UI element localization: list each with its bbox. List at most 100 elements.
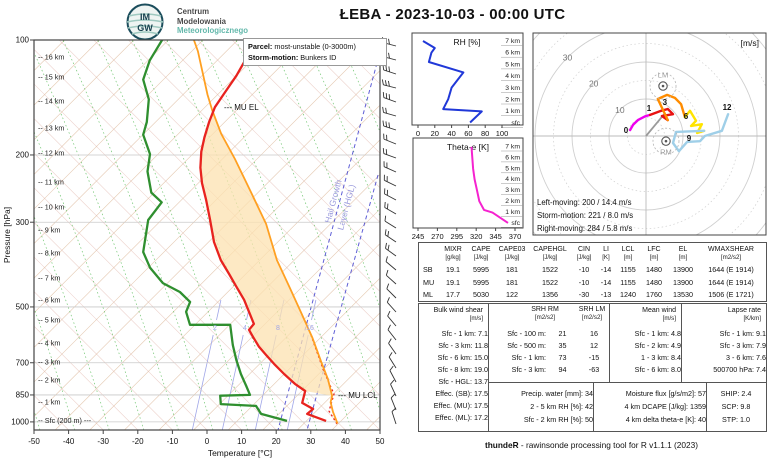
legend-storm-value: Bunkers ID — [298, 53, 337, 62]
rh-height-label: 3 km — [505, 85, 520, 92]
height-level-label: -- 9 km — [38, 226, 60, 235]
divider — [488, 382, 766, 383]
pressure-tick-label: 200 — [16, 151, 30, 160]
wind-barb-staff — [384, 220, 397, 229]
storm-motion-info: Left-moving: 200 / 14.4 m/s Storm-motion… — [537, 196, 633, 235]
temperature-tick-label: -40 — [63, 437, 75, 446]
cell-capehgl: 1522 — [542, 277, 558, 287]
column-header-unit: [m] — [623, 254, 633, 261]
bulk-wind-shear-row: Effec. (ML): 17.2 — [435, 413, 488, 422]
mean-wind-row: Sfc - 1 km: 4.8 — [634, 329, 681, 338]
wind-barb-staff — [383, 125, 397, 131]
composite-index-row: SHIP: 2.4 — [720, 389, 752, 398]
moist-adiabat-line — [97, 40, 248, 430]
cell-cape03: 122 — [506, 290, 518, 299]
temperature-tick-label: -50 — [28, 437, 40, 446]
cell-mixr: 19.1 — [446, 277, 460, 287]
cell-wmaxshear: 1644 (E 1914) — [708, 277, 754, 287]
height-level-label: -- 3 km — [38, 358, 60, 367]
column-header-unit: [J/kg] — [542, 254, 558, 261]
divider — [593, 382, 594, 431]
isotherm-line — [34, 40, 135, 141]
height-level-label: -- 15 km — [38, 73, 64, 82]
theta-e-height-label: 1 km — [505, 209, 520, 216]
rh-x-tick-label: 80 — [481, 129, 489, 138]
rh-height-label: 4 km — [505, 73, 520, 80]
hodo-panel-border — [532, 32, 767, 236]
wind-barb-tick — [388, 352, 393, 358]
srh-label: Sfc - 500 m: — [507, 341, 546, 350]
lapse-rate-unit: [K/km] — [743, 315, 761, 322]
pressure-tick-label: 700 — [16, 358, 30, 367]
dry-adiabat-line — [128, 40, 380, 293]
footer-text: - rawinsonde processing tool for R v1.1.… — [518, 440, 699, 450]
srh-rm-value: 21 — [558, 329, 567, 338]
hodograph-trace-9-12km — [671, 113, 730, 153]
storm-motion-text: Storm-motion: 221 / 8.0 m/s — [537, 211, 634, 220]
wind-barb-tick — [385, 256, 388, 262]
hodograph-trace-0-1km — [628, 113, 652, 132]
wind-barb-staff — [383, 97, 397, 103]
height-level-label: -- 2 km — [38, 376, 60, 385]
moist-adiabat-line — [166, 40, 318, 430]
left-mover-range-ring — [649, 72, 677, 100]
bulk-wind-shear-row: Sfc - 6 km: 15.0 — [437, 353, 488, 362]
mixing-ratio-line — [216, 299, 222, 321]
wind-barb-staff — [386, 274, 397, 285]
height-level-label: -- 4 km — [38, 339, 60, 348]
left-mover-text: Left-moving: 200 / 14.4 m/s — [537, 198, 632, 207]
theta-e-height-label: 5 km — [505, 165, 520, 172]
column-header-unit: [J/kg] — [504, 254, 520, 261]
column-header: MIXR [g/kg] — [439, 246, 467, 261]
column-header-unit: [J/kg] — [473, 254, 489, 261]
hodo-ring-label: 30 — [563, 53, 573, 63]
composite-index-row: SCP: 9.8 — [721, 402, 751, 411]
column-header-name: MIXR — [444, 246, 462, 253]
isotherm-line — [34, 40, 169, 175]
srh-lm-value: -63 — [588, 365, 600, 374]
moisture-flux-row: 4 km delta theta-e [K]: 40 — [625, 415, 706, 424]
storm-motion-vector — [645, 113, 665, 137]
wind-barb-tick — [385, 242, 387, 249]
rh-x-tick-label: 60 — [464, 129, 472, 138]
srh-row: Sfc - 100 m: 21 16 — [488, 328, 609, 340]
hodograph-panel: 10 20 30 0 1 3 6 9 12 LM RM [m/s] — [532, 32, 767, 236]
theta-e-height-label: 3 km — [505, 187, 520, 194]
wind-barb-tick — [388, 52, 390, 59]
theta-e-height-label: sfc — [511, 220, 520, 227]
bulk-wind-shear-title: Bulk wind shear — [433, 307, 483, 314]
legend-parcel-line: Parcel: most-unstable (0-3000m) — [248, 41, 382, 52]
wind-barb-tick — [385, 121, 388, 128]
wind-barb-staff — [386, 288, 397, 299]
bulk-wind-shear-row: Sfc - 8 km: 19.0 — [437, 365, 488, 374]
column-header: CIN [J/kg] — [571, 246, 597, 261]
pressure-tick-label: 1000 — [11, 418, 29, 427]
theta-e-height-label: 4 km — [505, 176, 520, 183]
column-header-unit: [m2/s2] — [720, 254, 742, 261]
mixing-ratio-line — [311, 299, 317, 321]
srh-rm-value: 35 — [558, 341, 567, 350]
wind-barb-tick — [388, 122, 391, 128]
theta-e-panel-border — [412, 137, 524, 229]
thermodynamic-parameters-table: MIXR [g/kg] CAPE [J/kg] CAPE03 [J/kg] CAPEHGL[… — [418, 242, 767, 302]
wind-barb-staff — [387, 315, 397, 327]
column-header: CAPE [J/kg] — [467, 246, 495, 261]
wind-barb-tick — [385, 65, 388, 72]
theta-e-height-label: 7 km — [505, 144, 520, 151]
srh-row: Sfc - 1 km: 73 -15 — [488, 352, 609, 364]
rh-height-label: 1 km — [505, 108, 520, 115]
isotherm-line — [193, 243, 380, 430]
srh-rm-value: 73 — [558, 353, 567, 362]
isotherm-line — [158, 208, 380, 430]
cell-li: -14 — [600, 277, 612, 287]
wind-barb-staff — [383, 84, 397, 89]
wind-barb-tick — [385, 107, 387, 114]
wind-barb-tick — [384, 215, 387, 222]
isotherm-line — [297, 346, 380, 430]
cell-: MU — [423, 277, 435, 287]
wind-barb-tick — [390, 393, 396, 399]
column-header-unit: [m] — [649, 254, 659, 261]
rh-x-tick-label: 20 — [431, 129, 439, 138]
